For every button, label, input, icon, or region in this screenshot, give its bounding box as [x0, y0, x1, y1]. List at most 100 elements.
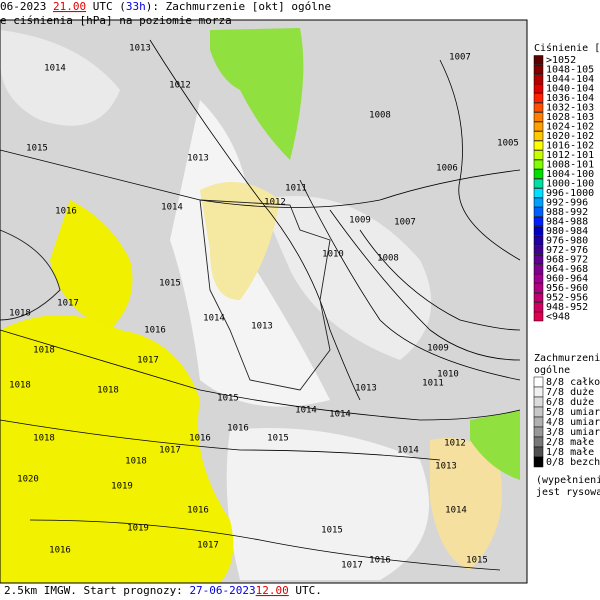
header-line2: e ciśnienia [hPa] na poziomie morza — [0, 14, 232, 27]
legend-label: 6/8 duże — [546, 397, 594, 408]
legend-swatch — [533, 55, 544, 65]
legend-label: 984-988 — [546, 217, 588, 228]
isobar-label: 1016 — [227, 424, 249, 434]
legend-label: 952-956 — [546, 293, 588, 304]
isobar-label: 1009 — [349, 216, 371, 226]
isobar-label: 1018 — [125, 457, 147, 467]
legend-label: 996-1000 — [546, 188, 594, 199]
isobar-label: 1016 — [189, 434, 211, 444]
legend-swatch — [533, 406, 544, 418]
map-frame — [0, 19, 528, 584]
isobar-label: 1018 — [9, 381, 31, 391]
cloud-area — [430, 438, 502, 570]
isobar-label: 1017 — [159, 446, 181, 456]
isobar-label: 1010 — [437, 370, 459, 380]
legend-label: 8/8 całkow — [546, 377, 600, 388]
header-text: UTC ( — [86, 0, 126, 13]
cloud-area — [226, 428, 429, 580]
isobar-label: 1008 — [377, 254, 399, 264]
legend-swatch — [533, 197, 544, 208]
legend-swatch — [533, 376, 544, 388]
legend-swatch — [533, 264, 544, 274]
map — [0, 19, 528, 584]
isobar-label: 1013 — [435, 462, 457, 472]
isobar-label: 1015 — [466, 556, 488, 566]
isobar-label: 1016 — [144, 326, 166, 336]
header-line1: 06-2023 21.00 UTC (33h): Zachmurzenie [o… — [0, 0, 331, 13]
isobar-label: 1011 — [285, 184, 307, 194]
pressure-legend-title: Ciśnienie [hP — [534, 42, 600, 54]
borders — [0, 199, 331, 391]
legend-label: 1004-100 — [546, 169, 594, 180]
isobar-label: 1015 — [159, 279, 181, 289]
isobar-label: 1020 — [17, 475, 39, 485]
isobar-label: 1016 — [369, 556, 391, 566]
cloud-legend-title: Zachmurzenie — [534, 353, 600, 364]
isobar-label: 1005 — [497, 139, 519, 149]
isobar-label: 1013 — [251, 322, 273, 332]
isobar-label: 1012 — [444, 439, 466, 449]
isobar-label: 1009 — [427, 344, 449, 354]
legend-swatch — [533, 102, 544, 113]
isobar-label: 1018 — [9, 309, 31, 319]
legend-label: 3/8 umiarl — [546, 427, 600, 438]
legend-swatch — [533, 131, 544, 141]
legend-swatch — [533, 207, 544, 217]
legend-swatch — [533, 226, 544, 236]
legend-swatch — [533, 235, 544, 246]
isobar-label: 1015 — [321, 526, 343, 536]
header-text: 06-2023 — [0, 0, 53, 13]
isobar-label: 1014 — [161, 203, 183, 213]
legend-swatch — [533, 83, 544, 94]
cloud-legend-note: (wypełnieni — [536, 475, 600, 486]
isobar-label: 1008 — [369, 111, 391, 121]
isobar-label: 1019 — [127, 524, 149, 534]
isobar-label: 1016 — [55, 207, 77, 217]
legend-swatch — [533, 245, 544, 255]
legend-label: 960-964 — [546, 274, 588, 285]
cloud-legend-note: jest rysowa — [536, 487, 600, 498]
isobar-label: 1014 — [397, 446, 419, 456]
isobar-label: 1010 — [322, 250, 344, 260]
legend-swatch — [533, 188, 544, 198]
legend-swatch — [533, 159, 544, 170]
footer-text: UTC. — [289, 584, 322, 597]
legend-swatch — [533, 416, 544, 428]
header-time: 21.00 — [53, 0, 86, 13]
legend-label: 1016-102 — [546, 141, 594, 152]
legend-label: 972-976 — [546, 245, 588, 256]
isobar-label: 1015 — [267, 434, 289, 444]
isobar-label: 1014 — [203, 314, 225, 324]
isobar-label: 1012 — [169, 81, 191, 91]
legend-label: 7/8 duże — [546, 387, 594, 398]
legend-swatch — [533, 292, 544, 303]
isobar-label: 1007 — [394, 218, 416, 228]
legend-swatch — [533, 140, 544, 151]
legend-label: 0/8 bezch — [546, 457, 600, 468]
header-lead: 33h — [126, 0, 146, 13]
isobar-label: 1017 — [137, 356, 159, 366]
legend-swatch — [533, 283, 544, 293]
cloud-area — [210, 28, 304, 160]
cloud-area — [470, 410, 520, 480]
footer-time: 12.00 — [256, 584, 289, 597]
isobar-label: 1015 — [217, 394, 239, 404]
cloud-area — [0, 30, 120, 126]
legend-label: 968-972 — [546, 255, 588, 266]
footer-text: 2.5km IMGW. Start prognozy: — [4, 584, 189, 597]
legend-swatch — [533, 436, 544, 448]
legend-swatch — [533, 112, 544, 122]
legend-swatch — [533, 426, 544, 438]
cloud-area — [0, 315, 234, 583]
legend-label: 992-996 — [546, 198, 588, 209]
isobar-label: 1012 — [264, 198, 286, 208]
legend-swatch — [533, 216, 544, 227]
cloud-area — [200, 182, 280, 300]
legend-swatch — [533, 254, 544, 265]
isobar-label: 1014 — [295, 406, 317, 416]
isobar-label: 1018 — [33, 346, 55, 356]
legend-label: 1024-102 — [546, 122, 594, 133]
legend-swatch — [533, 178, 544, 189]
isobar-label: 1014 — [44, 64, 66, 74]
